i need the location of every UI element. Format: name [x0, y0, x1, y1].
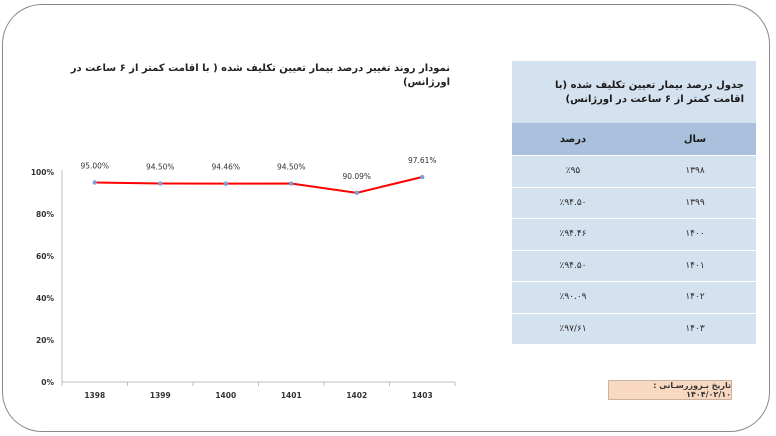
cell-percent: ٪۹۵	[565, 166, 581, 177]
table-row: ۱۴۰۰ ٪۹۴.۴۶	[512, 218, 756, 250]
data-point	[92, 180, 97, 185]
x-tick-label: 1403	[412, 391, 433, 400]
x-tick-label: 1398	[84, 391, 105, 400]
cell-year: ۱۳۹۸	[685, 166, 705, 177]
data-label: 94.50%	[277, 163, 306, 172]
x-tick-label: 1399	[150, 391, 171, 400]
table-row: ۱۴۰۲ ٪۹۰.۰۹	[512, 281, 756, 313]
x-tick-label: 1402	[346, 391, 367, 400]
data-point	[223, 181, 228, 186]
table-row: ۱۳۹۸ ٪۹۵	[512, 155, 756, 187]
cell-year: ۱۴۰۲	[685, 292, 705, 303]
update-date: تاریخ بـروزرسـانی : ۱۴۰۴/۰۲/۱۰	[608, 380, 732, 400]
cell-year: ۱۴۰۰	[685, 229, 705, 240]
x-tick-label: 1401	[281, 391, 302, 400]
data-label: 94.46%	[211, 163, 240, 172]
cell-percent: ٪۹۴.۵۰	[559, 197, 587, 208]
cell-year: ۱۴۰۱	[685, 260, 705, 271]
y-tick-label: 20%	[36, 336, 54, 345]
data-point	[420, 174, 425, 180]
cell-year: ۱۴۰۳	[685, 323, 705, 334]
series-line	[94, 176, 423, 194]
cell-percent: ٪۹۰.۰۹	[559, 292, 587, 303]
header-year: سال	[683, 133, 707, 145]
table-body: ۱۳۹۸ ٪۹۵ ۱۳۹۹ ٪۹۴.۵۰ ۱۴۰۰ ٪۹۴.۴۶ ۱۴۰۱ ٪۹۴.۵۰ ۱۴۰…	[512, 155, 756, 344]
x-tick-label: 1400	[215, 391, 236, 400]
data-point	[289, 181, 294, 186]
data-table: جدول درصد بیمار تعیین تکلیف شده (با اقام…	[512, 61, 756, 344]
cell-year: ۱۳۹۹	[685, 197, 705, 208]
data-label: 97.61%	[408, 156, 437, 165]
data-label: 90.09%	[342, 172, 371, 181]
table-title: جدول درصد بیمار تعیین تکلیف شده (با اقام…	[512, 61, 756, 123]
table-row: ۱۴۰۳ ٪۹۷/۶۱	[512, 312, 756, 344]
table-row: ۱۴۰۱ ٪۹۴.۵۰	[512, 249, 756, 281]
y-tick-label: 40%	[36, 294, 54, 303]
cell-percent: ٪۹۷/۶۱	[559, 323, 587, 334]
header-percent: درصد	[559, 133, 587, 145]
cell-percent: ٪۹۴.۵۰	[559, 260, 587, 271]
data-point	[354, 190, 359, 196]
data-label: 95.00%	[80, 162, 109, 171]
cell-percent: ٪۹۴.۴۶	[559, 229, 587, 240]
y-tick-label: 100%	[31, 168, 55, 177]
y-tick-label: 60%	[36, 252, 54, 261]
data-label: 94.50%	[146, 163, 175, 172]
data-point	[158, 181, 163, 186]
table-row: ۱۳۹۹ ٪۹۴.۵۰	[512, 186, 756, 218]
chart-title: نمودار روند تغییر درصد بیمار تعیین تکلیف…	[70, 63, 450, 88]
table-header-row: سال درصد	[512, 123, 756, 155]
y-tick-label: 0%	[41, 378, 54, 387]
y-tick-label: 80%	[36, 210, 54, 219]
